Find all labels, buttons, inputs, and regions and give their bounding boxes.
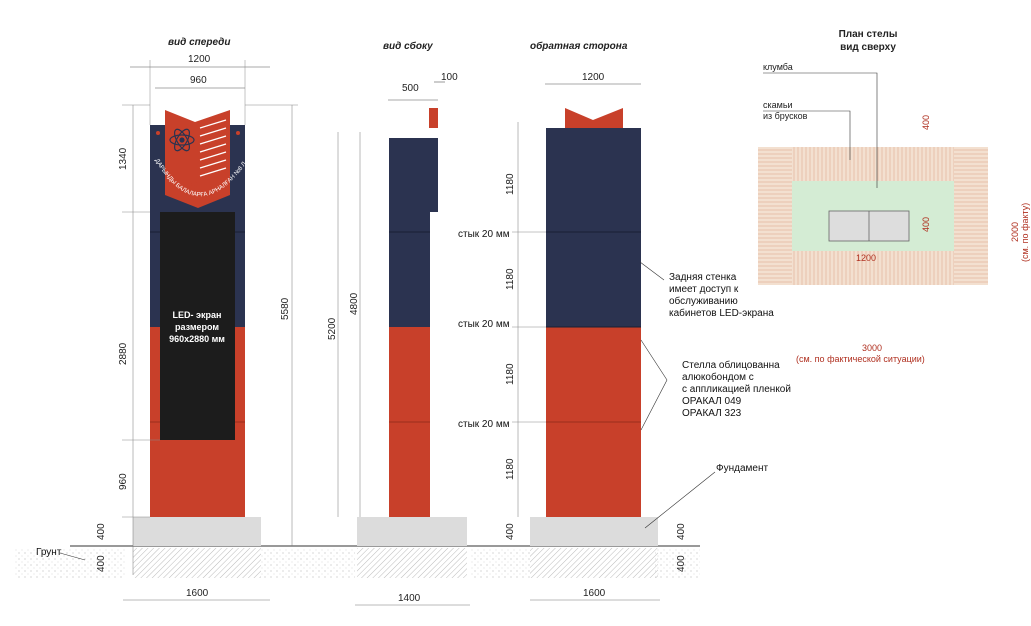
note-foundation: Фундамент: [716, 463, 768, 474]
side-dim-100: 100: [441, 72, 458, 83]
back-dim-1600: 1600: [583, 588, 606, 599]
atom-icon: [169, 128, 195, 152]
back-orange-lower: [546, 422, 641, 517]
plan-bench-top: [758, 147, 988, 181]
back-dim-found-right-2: 400: [676, 555, 687, 572]
note-cladding-line-4: ОРАКАЛ 049: [682, 396, 742, 407]
note-foundation-leader: [644, 471, 716, 529]
back-foundation-top: [530, 517, 658, 546]
back-navy-mid: [546, 232, 641, 327]
note-back-wall-leader: [639, 261, 665, 281]
plan-benches-leader: [763, 110, 851, 160]
plan-label-flowerbed: клумба: [763, 62, 793, 72]
note-back-wall-line-4: кабинетов LED-экрана: [669, 307, 774, 319]
note-cladding-line-3: с аппликацией пленкой: [682, 384, 791, 395]
soil-mid: [260, 548, 355, 578]
side-dim-4800: 4800: [349, 292, 360, 315]
back-foundation-bottom: [530, 548, 658, 578]
front-dim-2880: 2880: [118, 342, 129, 365]
front-dim-960-label: 960: [190, 75, 207, 86]
back-dim-found-right-1: 400: [676, 523, 687, 540]
front-badge-number: 8: [188, 178, 198, 198]
back-dim-seg-1: 1180: [505, 173, 516, 195]
front-dim-1600: 1600: [186, 588, 209, 599]
front-foundation-top: [133, 517, 261, 546]
plan-bench-bottom: [758, 251, 988, 285]
plan-dim-3000-note: (см. по фактической ситуации): [796, 354, 925, 364]
side-orange-tip: [429, 108, 438, 128]
side-navy-mid: [389, 232, 430, 327]
plan-title-1: План стелы: [839, 29, 898, 40]
note-cladding-leader-2: [640, 379, 668, 431]
front-dim-1200-label: 1200: [188, 54, 211, 65]
back-dim-seg-2: 1180: [505, 268, 516, 290]
note-cladding-line-1: Стелла облицованна: [682, 359, 780, 371]
side-orange-lower: [389, 422, 430, 517]
plan-label-benches-1: скамьи: [763, 100, 793, 110]
led-label-2: размером: [175, 322, 219, 332]
plan-dim-400-inner: 400: [921, 217, 931, 232]
soil-right: [470, 548, 530, 578]
front-logo: [156, 110, 240, 208]
front-dim-400-b: 400: [96, 555, 107, 572]
back-joint-label-1: стык 20 мм: [458, 229, 510, 240]
back-dim-found-left: 400: [505, 523, 516, 540]
back-orange-upper: [546, 327, 641, 422]
plan-dim-3000: 3000: [862, 343, 882, 353]
back-joint-label-3: стык 20 мм: [458, 419, 510, 430]
plan-dim-2000: 2000: [1010, 222, 1020, 242]
led-label-1: LED- экран: [173, 310, 222, 320]
plan-bench-right: [954, 147, 988, 285]
front-dim-400-a: 400: [96, 523, 107, 540]
side-foundation-top: [357, 517, 467, 546]
plan-dim-2000-note: (см. по факту): [1020, 203, 1030, 262]
soil-left: [15, 548, 125, 578]
side-orange-upper: [389, 327, 430, 422]
back-dim-seg-4: 1180: [505, 458, 516, 480]
note-back-wall-line-3: обслуживанию: [669, 295, 738, 307]
front-dim-960-h: 960: [118, 473, 129, 490]
ground-leader: [59, 552, 86, 561]
back-joint-label-2: стык 20 мм: [458, 319, 510, 330]
side-navy-top: [389, 128, 438, 232]
note-cladding-leader-1: [640, 339, 668, 381]
note-back-wall-line-2: имеет доступ к: [669, 284, 739, 295]
side-dim-500: 500: [402, 83, 419, 94]
plan-flowerbed-leader: [763, 72, 878, 188]
front-dim-5580: 5580: [280, 297, 291, 320]
back-view-title: обратная сторона: [530, 40, 628, 52]
front-led-screen: [160, 212, 235, 440]
back-navy-top: [546, 128, 641, 232]
note-cladding-line-5: ОРАКАЛ 323: [682, 408, 742, 419]
front-dim-1340: 1340: [118, 147, 129, 170]
ground-label: Грунт: [36, 547, 62, 558]
soil-far: [655, 548, 700, 578]
back-dim-1200: 1200: [582, 72, 605, 83]
plan-dim-1200: 1200: [856, 253, 876, 263]
note-cladding-line-2: алюкобондом с: [682, 371, 754, 383]
plan-dim-400-top: 400: [921, 115, 931, 130]
plan-label-benches-2: из брусков: [763, 111, 808, 121]
back-orange-top: [565, 108, 623, 128]
front-foundation-bottom: [133, 548, 261, 578]
back-dim-seg-3: 1180: [505, 363, 516, 385]
front-view-title: вид спереди: [168, 37, 230, 48]
led-label-3: 960x2880 мм: [169, 334, 225, 344]
plan-bench-left: [758, 147, 792, 285]
plan-title-2: вид сверху: [840, 42, 896, 53]
note-back-wall-line-1: Задняя стенка: [669, 272, 737, 283]
side-foundation-bottom: [357, 548, 467, 578]
side-dim-1400: 1400: [398, 593, 421, 604]
side-view-title: вид сбоку: [383, 40, 433, 52]
side-dim-5200: 5200: [327, 317, 338, 340]
